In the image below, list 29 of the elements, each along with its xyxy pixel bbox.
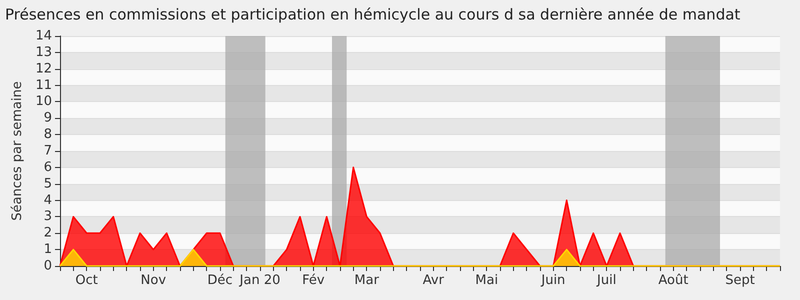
y-tick-label: 11 <box>35 78 52 93</box>
x-tick-label: Mar <box>354 273 380 288</box>
y-tick-label: 2 <box>44 226 52 241</box>
y-tick-label: 1 <box>44 242 52 258</box>
x-tick-label: Nov <box>140 273 166 288</box>
y-axis-title: Séances par semaine <box>10 81 25 221</box>
y-tick-label: 13 <box>35 44 52 60</box>
y-tick-label: 6 <box>44 160 52 175</box>
y-tick-label: 9 <box>44 110 52 126</box>
chart-title: Présences en commissions et participation en hémicycle au cours d sa dernière année de mandat <box>5 6 740 24</box>
x-tick-label: Sept <box>725 273 755 288</box>
x-tick-label: Juin <box>540 273 566 288</box>
y-tick-label: 14 <box>35 28 52 44</box>
y-tick-label: 7 <box>44 144 52 158</box>
x-tick-label: Jan 20 <box>238 273 280 288</box>
x-tick-label: Fév <box>302 273 325 288</box>
x-tick-label: Mai <box>475 273 498 288</box>
x-tick-label: Avr <box>422 273 445 288</box>
x-tick-label: Oct <box>75 273 98 288</box>
x-tick-label: Déc <box>207 273 233 288</box>
y-tick-label: 5 <box>44 176 52 192</box>
y-tick-label: 8 <box>44 127 52 142</box>
y-tick-label: 4 <box>44 192 52 208</box>
y-tick-label: 0 <box>44 258 52 274</box>
y-tick-label: 12 <box>35 61 52 76</box>
x-tick-label: Août <box>658 273 688 288</box>
y-tick-label: 10 <box>35 94 52 110</box>
x-tick-label: Juil <box>596 273 616 288</box>
y-tick-label: 3 <box>44 209 52 224</box>
